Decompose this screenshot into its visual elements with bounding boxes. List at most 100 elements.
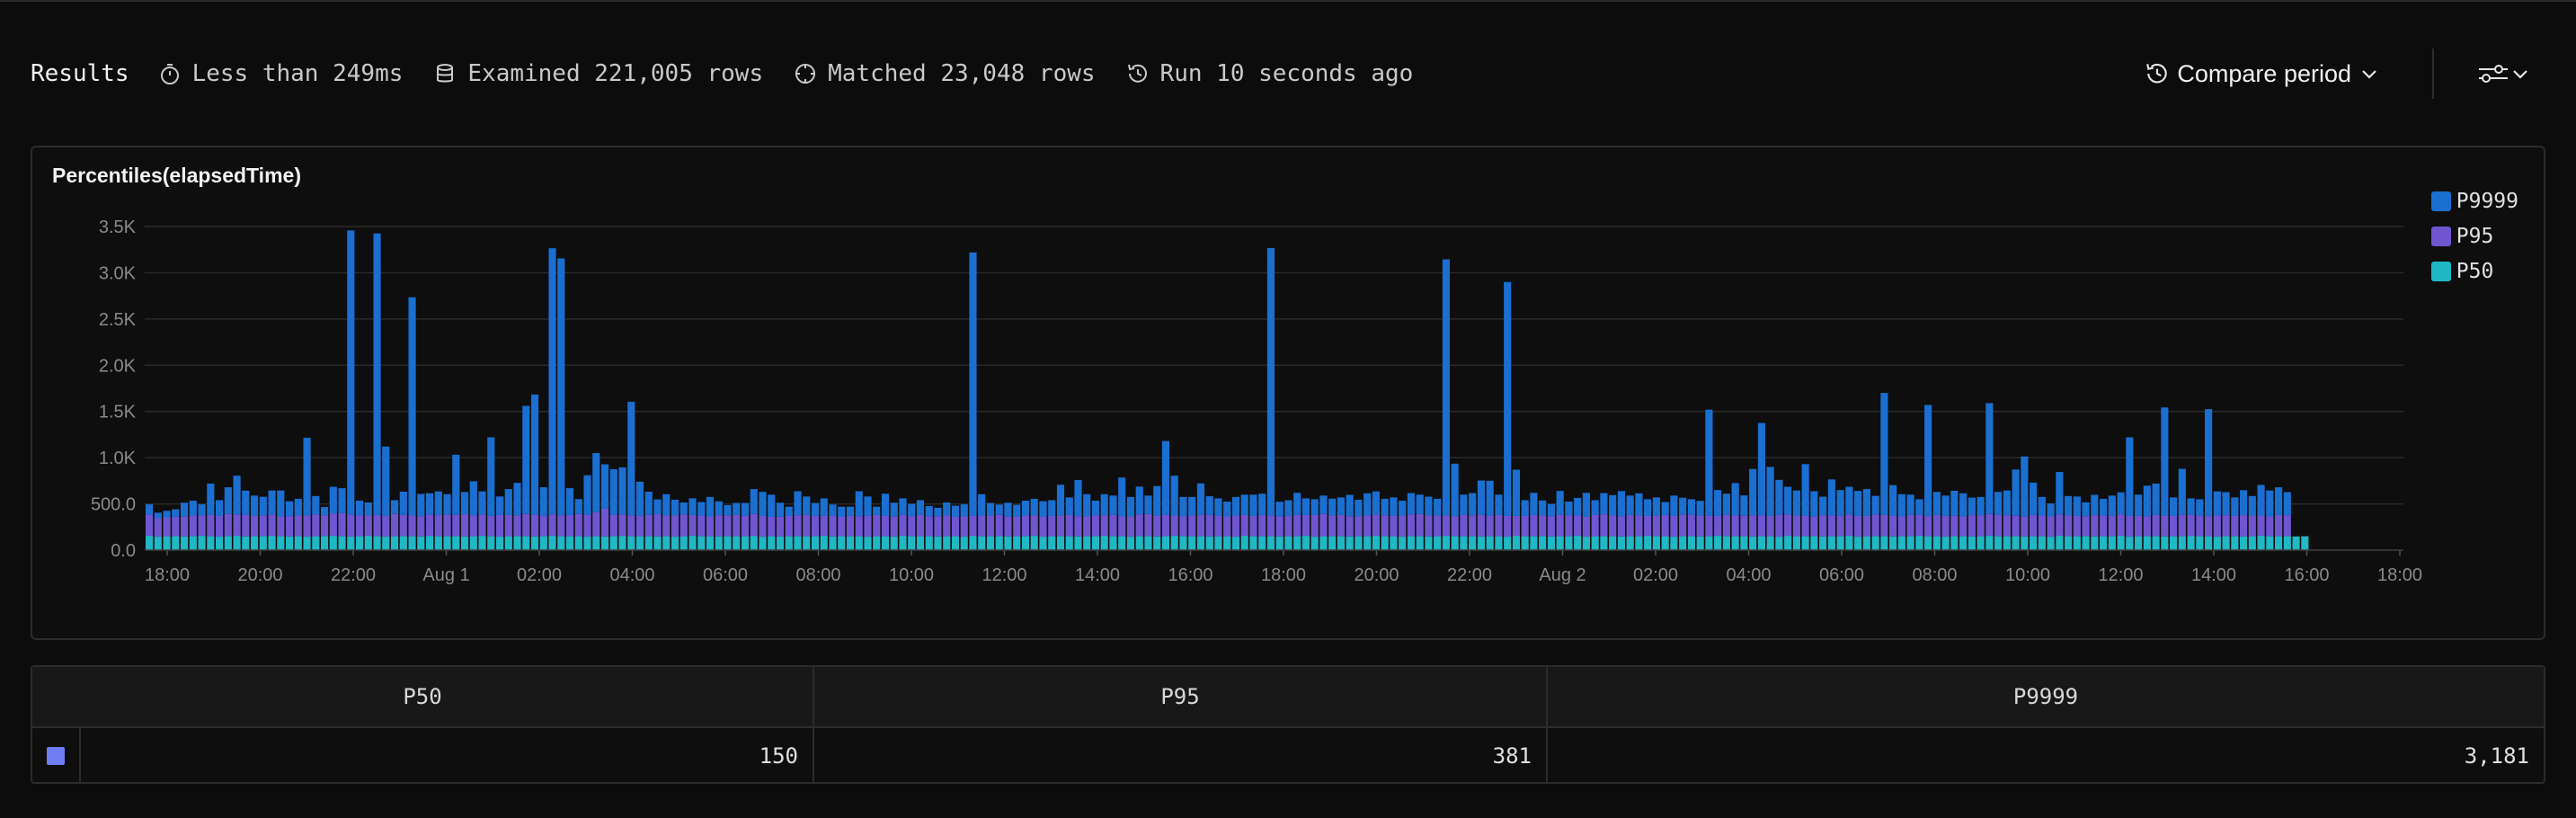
chart-panel: Percentiles(elapsedTime) 0.0 500.0 1.0K 1.5… — [31, 146, 2545, 640]
x-tick-label: 20:00 — [1354, 565, 1399, 585]
bar-p95 — [312, 514, 320, 537]
x-tick-label: 08:00 — [795, 565, 840, 585]
bar-p9999 — [1390, 497, 1398, 516]
x-tick-label: 16:00 — [1168, 565, 1212, 585]
bar-p95 — [259, 515, 267, 537]
bar-p95 — [1021, 515, 1030, 537]
bar-p95 — [846, 515, 855, 537]
y-tick-label: 0.0 — [111, 541, 136, 561]
bar-p95 — [899, 514, 907, 537]
column-header-p9999[interactable]: P9999 — [2012, 684, 2079, 709]
legend-item-p9999[interactable]: P9999 — [2430, 183, 2518, 218]
bar-p9999 — [146, 504, 154, 515]
bar-p95 — [1205, 514, 1213, 537]
bar-p9999 — [1556, 491, 1564, 515]
bar-p95 — [2021, 516, 2029, 537]
bar-p95 — [609, 514, 617, 537]
bar-p9999 — [1337, 497, 1346, 515]
bar-p50 — [2065, 536, 2073, 550]
bar-p9999 — [1319, 495, 1328, 514]
bar-p9999 — [373, 233, 381, 515]
bar-p9999 — [364, 502, 372, 516]
legend-item-p95[interactable]: P95 — [2430, 218, 2518, 253]
bar-p9999 — [242, 490, 250, 515]
bar-p50 — [733, 536, 741, 550]
bar-p50 — [1731, 536, 1739, 550]
bar-p9999 — [268, 490, 276, 515]
bar-p50 — [653, 536, 662, 550]
bar-p95 — [294, 515, 302, 537]
bar-p9999 — [1862, 489, 1870, 516]
bar-p50 — [838, 536, 846, 550]
bar-p50 — [899, 536, 907, 550]
bar-p50 — [1364, 536, 1372, 550]
bar-p50 — [1328, 536, 1337, 550]
compare-period-label: Compare period — [2177, 59, 2351, 87]
bar-p95 — [1617, 516, 1625, 537]
bar-p95 — [548, 514, 556, 537]
bar-p95 — [715, 515, 723, 537]
bar-p50 — [1539, 536, 1547, 550]
bar-p9999 — [1021, 500, 1030, 516]
bar-p95 — [2275, 514, 2283, 537]
bar-p95 — [2205, 516, 2213, 537]
bar-p50 — [1547, 536, 1555, 550]
bar-p95 — [829, 515, 837, 537]
bar-p95 — [2161, 515, 2169, 537]
x-tick-label: 08:00 — [1912, 565, 1957, 585]
bar-p95 — [2222, 515, 2230, 537]
bar-p9999 — [1231, 496, 1240, 516]
bar-p50 — [1434, 536, 1442, 550]
bar-p50 — [1565, 536, 1573, 550]
bar-p50 — [925, 536, 933, 550]
bar-p50 — [2213, 537, 2221, 550]
chart-settings-button[interactable] — [2477, 63, 2531, 84]
legend-swatch — [2430, 226, 2451, 246]
bar-p95 — [2100, 515, 2108, 537]
cell-p50: 150 — [81, 728, 814, 782]
bar-p50 — [1284, 536, 1292, 550]
row-color-cell — [32, 728, 81, 782]
bar-p50 — [285, 536, 294, 550]
bar-p50 — [338, 536, 346, 550]
compare-period-button[interactable]: Compare period — [2137, 60, 2387, 88]
bar-p9999 — [1819, 496, 1827, 516]
bar-p50 — [785, 536, 793, 550]
bar-p9999 — [198, 504, 206, 516]
bar-p9999 — [1301, 498, 1310, 515]
bar-p95 — [1170, 515, 1178, 537]
bar-p9999 — [434, 491, 442, 516]
bar-p9999 — [1091, 500, 1100, 516]
bar-p9999 — [2012, 469, 2020, 516]
table-header: P50 P95 P9999 — [32, 667, 2544, 728]
bar-p50 — [1600, 536, 1608, 550]
bar-p95 — [268, 514, 276, 537]
bar-p95 — [1284, 515, 1292, 537]
x-tick-label: 04:00 — [609, 565, 654, 585]
bar-p95 — [1574, 515, 1582, 537]
bar-p9999 — [1486, 480, 1494, 516]
run-text: Run 10 seconds ago — [1159, 60, 1414, 87]
bar-p9999 — [504, 489, 512, 515]
bar-p95 — [1346, 516, 1354, 537]
bar-p95 — [2126, 515, 2134, 538]
bar-p50 — [294, 536, 302, 550]
x-tick-label: 10:00 — [889, 565, 934, 585]
bar-p50 — [688, 536, 697, 550]
bar-p95 — [2143, 516, 2151, 537]
bar-p95 — [1924, 515, 1932, 537]
column-header-p95[interactable]: P95 — [814, 667, 1548, 726]
bar-p50 — [1950, 536, 1959, 550]
bar-p50 — [1258, 536, 1266, 550]
bar-p50 — [1126, 537, 1135, 550]
legend-item-p50[interactable]: P50 — [2430, 253, 2518, 289]
legend-swatch — [2430, 191, 2451, 211]
bar-p9999 — [1144, 495, 1152, 514]
bar-p95 — [1591, 514, 1599, 537]
column-header-p50[interactable]: P50 — [32, 667, 814, 726]
bar-p9999 — [172, 509, 180, 517]
bar-p95 — [2065, 515, 2073, 537]
bar-p50 — [1504, 537, 1512, 550]
bar-p50 — [1819, 536, 1827, 550]
bar-p9999 — [495, 496, 504, 515]
